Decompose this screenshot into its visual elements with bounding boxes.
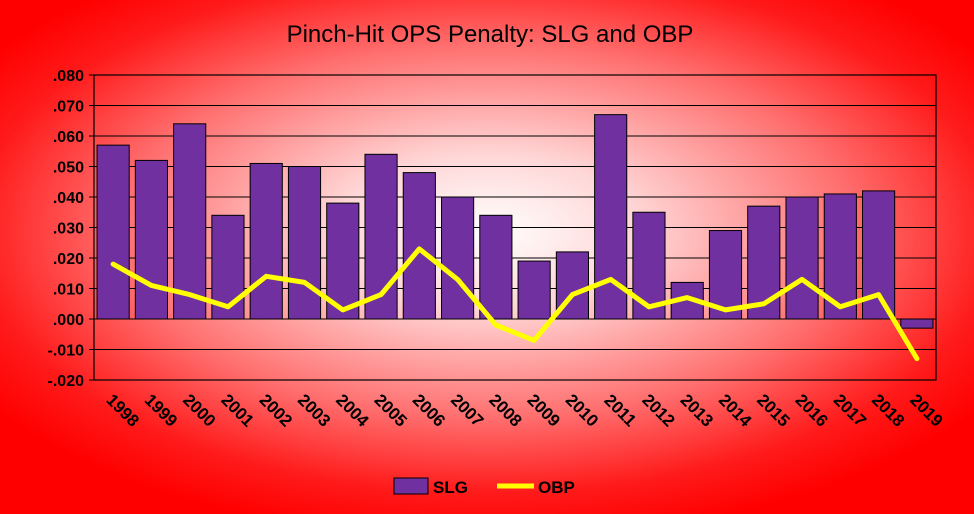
- chart-title: Pinch-Hit OPS Penalty: SLG and OBP: [287, 21, 694, 48]
- slg-bar-2017: [823, 193, 857, 320]
- y-tick-label: .020: [53, 251, 84, 268]
- x-tick-label-1999: 1999: [141, 390, 181, 430]
- slg-bar-2019: [900, 318, 934, 329]
- x-tick-label-2018: 2018: [868, 390, 908, 430]
- legend-slg-label: SLG: [433, 478, 468, 497]
- legend-slg-swatch: [393, 477, 429, 495]
- x-tick-label-2017: 2017: [830, 390, 870, 430]
- x-tick-label-2006: 2006: [409, 390, 449, 430]
- y-tick-label: -.010: [48, 343, 85, 360]
- slg-bar-2006: [402, 172, 436, 320]
- x-tick-label-2009: 2009: [524, 390, 564, 430]
- x-tick-label-2010: 2010: [562, 390, 602, 430]
- slg-bar-1999: [134, 159, 168, 320]
- y-tick-label: .050: [53, 160, 84, 177]
- x-tick-label-2004: 2004: [332, 390, 373, 431]
- x-tick-label-2019: 2019: [906, 390, 946, 430]
- slg-bar-2002: [249, 162, 283, 320]
- x-tick-label-2011: 2011: [600, 391, 640, 431]
- x-tick-label-1998: 1998: [103, 390, 143, 430]
- slg-bar-2016: [785, 196, 819, 320]
- obp-line: [110, 246, 920, 362]
- x-tick-label-2002: 2002: [256, 390, 296, 430]
- y-tick-labels: .080 .070 .060 .050 .040 .030 .020 .010 .000 -.01…: [48, 68, 85, 390]
- x-tick-label-2014: 2014: [715, 390, 756, 431]
- slg-bars: [96, 114, 934, 329]
- obp-line-layer: [110, 246, 920, 362]
- x-tick-label-2013: 2013: [677, 390, 717, 430]
- x-tick-label-2005: 2005: [370, 390, 410, 430]
- x-tick-label-2000: 2000: [179, 390, 219, 430]
- y-tick-label: .080: [53, 68, 84, 85]
- x-tick-label-2008: 2008: [485, 390, 525, 430]
- y-tick-label: .060: [53, 129, 84, 146]
- slg-bar-2008: [479, 214, 513, 320]
- slg-bar-1998: [96, 144, 130, 320]
- axes: [89, 74, 937, 381]
- x-tick-label-2001: 2001: [217, 390, 257, 430]
- y-tick-label: .070: [53, 99, 84, 116]
- x-tick-label-2003: 2003: [294, 390, 334, 430]
- slg-bar-2000: [173, 123, 207, 320]
- slg-bar-2015: [747, 205, 781, 320]
- y-tick-label: .000: [53, 312, 84, 329]
- x-tick-labels: 1998199920002001200220032004200520062007…: [103, 390, 947, 431]
- y-tick-label: -.020: [48, 373, 85, 390]
- x-tick-label-2007: 2007: [447, 390, 487, 430]
- slg-bar-2003: [287, 166, 322, 320]
- x-tick-label-2015: 2015: [753, 390, 793, 430]
- x-tick-label-2016: 2016: [791, 390, 831, 430]
- x-tick-label-2012: 2012: [638, 390, 678, 430]
- slg-bar-2007: [441, 196, 475, 320]
- legend: SLG OBP: [393, 477, 575, 497]
- legend-obp-label: OBP: [538, 478, 575, 497]
- y-tick-label: .040: [53, 190, 84, 207]
- slg-bar-2009: [517, 260, 551, 320]
- y-tick-label: .030: [53, 221, 84, 238]
- y-tick-label: .010: [53, 282, 84, 299]
